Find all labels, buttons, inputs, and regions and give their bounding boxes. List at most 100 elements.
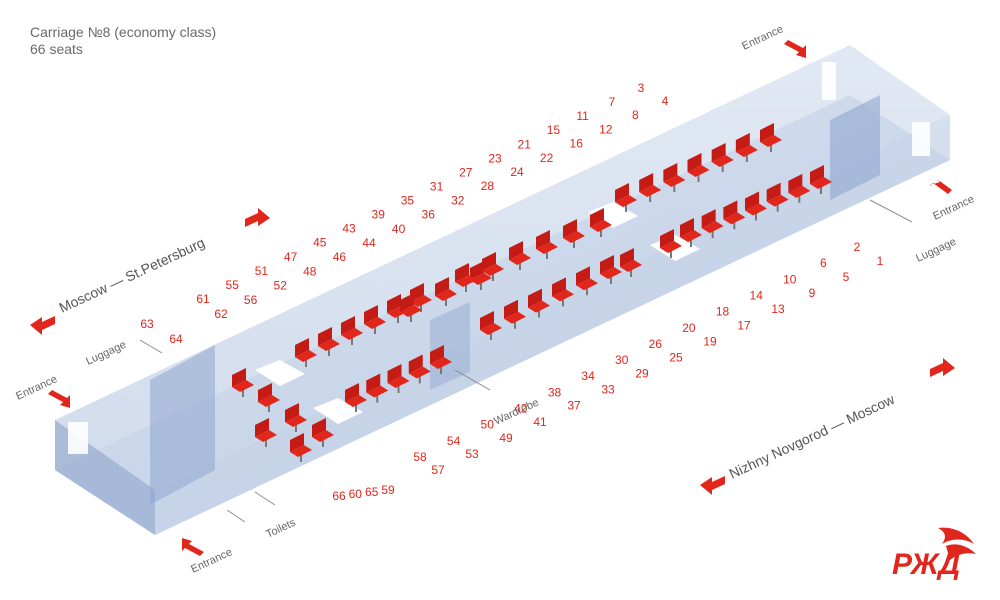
seat-number: 57 (431, 463, 445, 477)
luggage-label-right: Luggage (914, 236, 958, 265)
seat-number: 37 (567, 399, 581, 413)
entrance-arrow-icon (182, 538, 204, 556)
seat-number: 36 (422, 208, 436, 222)
entrance-arrow-icon (930, 179, 952, 194)
seat-number: 27 (459, 165, 473, 179)
seat[interactable] (345, 383, 367, 412)
seat-number: 64 (169, 332, 183, 346)
carriage-title: Carriage №8 (economy class) (30, 24, 217, 40)
seat[interactable] (408, 354, 431, 384)
seat[interactable] (455, 263, 477, 292)
seat[interactable] (600, 255, 622, 284)
seat[interactable] (400, 293, 422, 322)
seat-number: 4 (662, 94, 669, 108)
seat[interactable] (711, 143, 734, 172)
leader-line (869, 199, 913, 223)
seat-number: 25 (669, 351, 683, 365)
seat[interactable] (639, 173, 662, 202)
seat[interactable] (470, 261, 492, 290)
seat[interactable] (563, 219, 585, 248)
seat[interactable] (480, 311, 502, 340)
seat-number: 49 (499, 431, 513, 445)
seat[interactable] (312, 418, 334, 447)
leader-line (139, 339, 163, 354)
seat[interactable] (504, 299, 526, 329)
seat-number: 46 (333, 250, 347, 264)
seat[interactable] (366, 373, 389, 403)
seat-number: 6 (820, 256, 827, 270)
svg-text:РЖД: РЖД (892, 548, 960, 581)
seat-number: 19 (703, 334, 717, 348)
seat[interactable] (509, 241, 531, 270)
seat[interactable] (745, 191, 767, 221)
seat-number: 39 (372, 208, 386, 222)
seat[interactable] (232, 368, 254, 397)
seat-number: 38 (548, 385, 562, 399)
seat[interactable] (435, 277, 457, 306)
seat-number: 41 (533, 415, 547, 429)
direction-arrows (30, 40, 955, 556)
seat[interactable] (723, 200, 746, 230)
seat[interactable] (788, 173, 811, 203)
seat[interactable] (482, 252, 504, 281)
entrance-arrow-icon (784, 40, 806, 58)
seat[interactable] (760, 123, 782, 152)
seat-number: 53 (465, 447, 479, 461)
seat-number: 55 (226, 278, 240, 292)
seat[interactable] (701, 209, 724, 239)
route-arrow-right-icon (930, 358, 955, 377)
seat[interactable] (290, 433, 312, 462)
seat-number: 29 (635, 367, 649, 381)
seat[interactable] (536, 230, 558, 259)
seat-number: 13 (771, 302, 785, 316)
seat-number: 35 (401, 194, 415, 208)
seat[interactable] (663, 163, 686, 192)
seat-count: 66 seats (30, 41, 83, 57)
seat[interactable] (430, 345, 452, 374)
seat-number: 1 (877, 254, 884, 268)
leader-line (454, 369, 491, 391)
seat[interactable] (680, 218, 702, 247)
seat[interactable] (660, 229, 682, 258)
seat-number: 2 (854, 240, 861, 254)
seat[interactable] (576, 266, 598, 296)
seat-number: 40 (392, 222, 406, 236)
seat[interactable] (810, 165, 832, 194)
seat[interactable] (735, 133, 758, 162)
seat-number: 23 (488, 151, 502, 165)
seat[interactable] (364, 305, 386, 334)
seat[interactable] (258, 383, 280, 412)
seat[interactable] (552, 277, 574, 307)
leader-line (226, 509, 246, 523)
seat[interactable] (528, 288, 550, 318)
seat-number: 15 (547, 123, 561, 137)
carriage-front-wall (155, 115, 950, 535)
seat[interactable] (687, 153, 710, 182)
seat-number: 45 (313, 236, 327, 250)
seat-number: 60 (349, 487, 363, 501)
seat[interactable] (766, 182, 789, 212)
seat-number: 17 (737, 318, 751, 332)
seat[interactable] (285, 403, 307, 432)
seat-number: 50 (481, 418, 495, 432)
entrance-label-top: Entrance (740, 23, 785, 52)
seat-number: 51 (255, 264, 269, 278)
seat-number: 5 (843, 270, 850, 284)
table (313, 398, 363, 424)
seat[interactable] (255, 418, 277, 447)
seat[interactable] (620, 248, 642, 277)
seat[interactable] (615, 183, 637, 212)
seat[interactable] (387, 364, 410, 393)
seat-number: 31 (430, 180, 444, 194)
seat-number: 42 (514, 402, 528, 416)
seat[interactable] (590, 208, 612, 237)
route-label-moscow-stpetersburg: Moscow — St.Petersburg (57, 234, 208, 316)
seat-number: 18 (716, 305, 730, 319)
seat-layer (232, 123, 832, 462)
seat-number: 22 (540, 151, 554, 165)
seat[interactable] (318, 327, 340, 356)
seat-number: 44 (362, 236, 376, 250)
seat[interactable] (341, 316, 363, 345)
seat-number: 11 (576, 109, 589, 123)
seat[interactable] (295, 338, 317, 367)
